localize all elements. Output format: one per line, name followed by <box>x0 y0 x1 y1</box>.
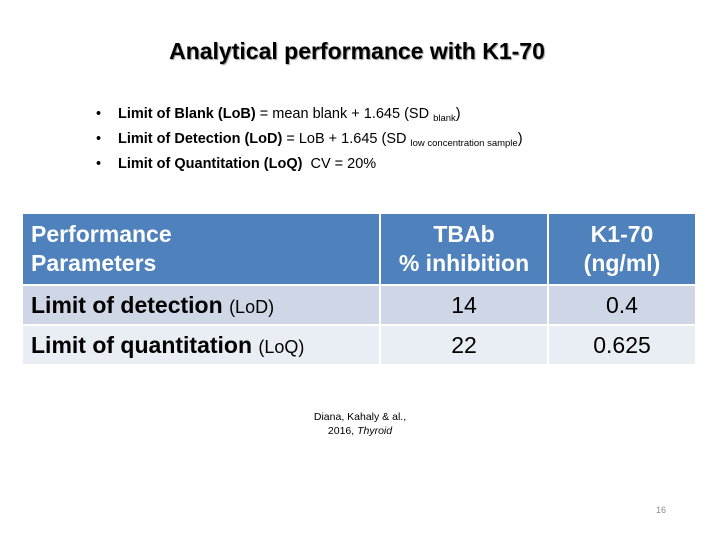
table-row: Limit of quantitation (LoQ) 22 0.625 <box>21 324 697 366</box>
table-header-row: Performance Parameters TBAb% inhibition K… <box>21 212 697 286</box>
row-tbab-value: 14 <box>379 284 549 326</box>
row-parameter: Limit of quantitation (LoQ) <box>21 324 381 366</box>
bullet-term: Limit of Detection (LoD) <box>118 131 283 147</box>
header-parameters: Performance Parameters <box>21 212 381 286</box>
bullet-text: = LoB + 1.645 (SD <box>282 131 411 147</box>
bullet-subscript: blank <box>433 113 456 124</box>
bullet-close: ) <box>517 131 523 147</box>
header-tbab: TBAb% inhibition <box>379 212 549 286</box>
row-tbab-value: 22 <box>379 324 549 366</box>
bullet-item: Limit of Detection (LoD) = LoB + 1.645 (… <box>96 129 523 154</box>
citation-year: 2016, <box>327 425 358 437</box>
definition-list: Limit of Blank (LoB) = mean blank + 1.64… <box>96 104 523 175</box>
header-k170: K1-70 (ng/ml) <box>547 212 697 286</box>
bullet-term: Limit of Quantitation (LoQ) <box>118 156 303 172</box>
row-k170-value: 0.625 <box>547 324 697 366</box>
slide-title: Analytical performance with K1-70 <box>169 38 545 64</box>
citation-journal: Thyroid <box>357 425 393 437</box>
table-row: Limit of detection (LoD) 14 0.4 <box>21 284 697 326</box>
row-k170-value: 0.4 <box>547 284 697 326</box>
citation-authors: Diana, Kahaly & al., <box>313 411 407 423</box>
bullet-item: Limit of Blank (LoB) = mean blank + 1.64… <box>96 104 523 129</box>
performance-table: Performance Parameters TBAb% inhibition K… <box>21 212 697 366</box>
bullet-item: Limit of Quantitation (LoQ) CV = 20% <box>96 154 523 175</box>
bullet-text: CV = 20% <box>302 156 377 172</box>
bullet-term: Limit of Blank (LoB) <box>118 106 256 122</box>
bullet-close: ) <box>455 106 461 122</box>
page-number: 16 <box>656 505 667 515</box>
bullet-subscript: low concentration sample <box>410 138 518 149</box>
row-parameter: Limit of detection (LoD) <box>21 284 381 326</box>
bullet-text: = mean blank + 1.645 (SD <box>255 106 434 122</box>
citation: Diana, Kahaly & al., 2016, Thyroid <box>290 410 430 438</box>
